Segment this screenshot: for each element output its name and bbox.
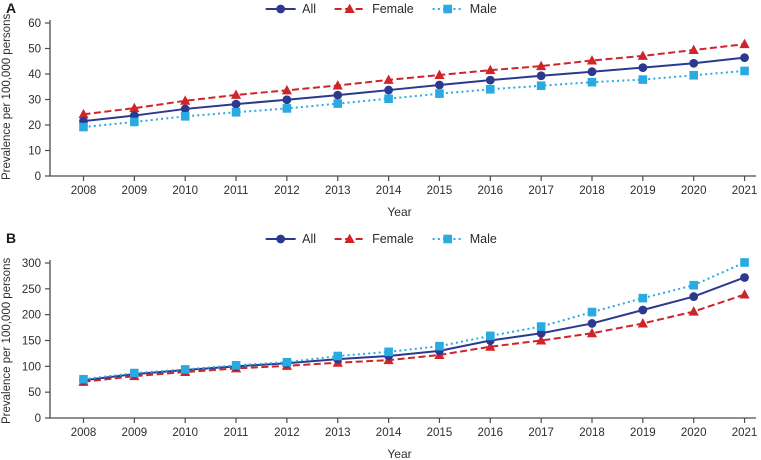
svg-text:50: 50 xyxy=(28,44,41,56)
svg-text:0: 0 xyxy=(35,171,41,183)
svg-text:2021: 2021 xyxy=(732,185,758,197)
series-male xyxy=(79,66,749,132)
svg-text:2017: 2017 xyxy=(528,185,554,197)
series-male xyxy=(79,258,749,384)
svg-text:2020: 2020 xyxy=(681,427,707,439)
all-line-marker-icon xyxy=(265,4,296,13)
svg-text:20: 20 xyxy=(28,120,41,132)
svg-text:2018: 2018 xyxy=(579,427,605,439)
legend-label-female: Female xyxy=(372,231,414,246)
legend-label-male: Male xyxy=(469,231,497,246)
legend-item-male: Male xyxy=(432,232,497,246)
panel-a-axes: 0 10 20 30 40 50 60 2008 2009 2010 2011 2012 2013 201… xyxy=(28,18,757,197)
panel-a: A All Female Male Prevalence per 100,000 p… xyxy=(1,0,757,219)
svg-text:2011: 2011 xyxy=(224,427,249,439)
svg-text:2009: 2009 xyxy=(122,185,148,197)
all-line-marker-icon xyxy=(265,234,296,243)
legend-item-female: Female xyxy=(334,232,414,246)
svg-text:2009: 2009 xyxy=(122,427,148,439)
svg-text:2016: 2016 xyxy=(478,185,504,197)
panel-a-label: A xyxy=(6,0,17,16)
svg-text:60: 60 xyxy=(28,18,41,30)
male-line-marker-icon xyxy=(432,234,463,243)
panel-a-legend: All Female Male xyxy=(264,0,497,17)
panel-b-plot: 0 50 100 150 200 250 300 2008 2009 2010 2011 2012 20… xyxy=(22,258,758,439)
panel-b-x-axis-title: Year xyxy=(387,447,412,460)
panel-a-plot: 0 10 20 30 40 50 60 2008 2009 2010 2011 2012 2013 201… xyxy=(28,18,757,197)
svg-text:100: 100 xyxy=(22,361,41,373)
legend-label-female: Female xyxy=(372,1,414,16)
svg-text:2012: 2012 xyxy=(274,427,300,439)
series-female xyxy=(78,38,750,119)
svg-text:2016: 2016 xyxy=(478,427,504,439)
svg-text:2018: 2018 xyxy=(579,185,605,197)
svg-text:30: 30 xyxy=(28,95,41,107)
panel-b-legend: All Female Male xyxy=(264,230,497,247)
legend-item-female: Female xyxy=(334,2,414,16)
svg-text:2010: 2010 xyxy=(172,427,198,439)
svg-text:2015: 2015 xyxy=(427,427,453,439)
legend-label-all: All xyxy=(302,1,317,16)
male-line-marker-icon xyxy=(432,4,463,13)
panel-b: B All Female Male Prevalence per 100,000 p… xyxy=(0,230,761,460)
svg-text:2011: 2011 xyxy=(224,185,249,197)
svg-text:2013: 2013 xyxy=(325,427,351,439)
svg-text:2014: 2014 xyxy=(376,427,402,439)
svg-text:2012: 2012 xyxy=(274,185,300,197)
panel-b-axes: 0 50 100 150 200 250 300 2008 2009 2010 2011 2012 20… xyxy=(22,258,758,439)
svg-text:2013: 2013 xyxy=(325,185,351,197)
legend-item-all: All xyxy=(264,2,316,16)
svg-text:2021: 2021 xyxy=(732,427,758,439)
svg-text:2008: 2008 xyxy=(71,185,97,197)
series-all xyxy=(79,53,749,126)
svg-text:2015: 2015 xyxy=(427,185,453,197)
svg-text:300: 300 xyxy=(22,258,41,270)
legend-label-male: Male xyxy=(469,1,497,16)
series-all xyxy=(79,273,749,385)
panel-a-x-axis-title: Year xyxy=(387,205,412,219)
female-line-marker-icon xyxy=(335,3,366,13)
svg-text:150: 150 xyxy=(22,336,41,348)
female-line-marker-icon xyxy=(335,233,366,243)
svg-text:2017: 2017 xyxy=(528,427,554,439)
panel-b-label: B xyxy=(6,230,17,246)
legend-label-all: All xyxy=(302,231,317,246)
svg-text:40: 40 xyxy=(28,69,41,81)
svg-text:50: 50 xyxy=(28,387,41,399)
svg-text:2019: 2019 xyxy=(630,185,656,197)
svg-text:200: 200 xyxy=(22,310,41,322)
legend-item-male: Male xyxy=(432,2,497,16)
svg-text:2020: 2020 xyxy=(681,185,707,197)
svg-text:2008: 2008 xyxy=(71,427,97,439)
svg-text:2010: 2010 xyxy=(172,185,198,197)
legend-item-all: All xyxy=(264,232,316,246)
svg-text:10: 10 xyxy=(28,146,41,158)
svg-text:2019: 2019 xyxy=(630,427,656,439)
svg-text:2014: 2014 xyxy=(376,185,402,197)
svg-text:250: 250 xyxy=(22,284,41,296)
svg-text:0: 0 xyxy=(35,413,41,425)
